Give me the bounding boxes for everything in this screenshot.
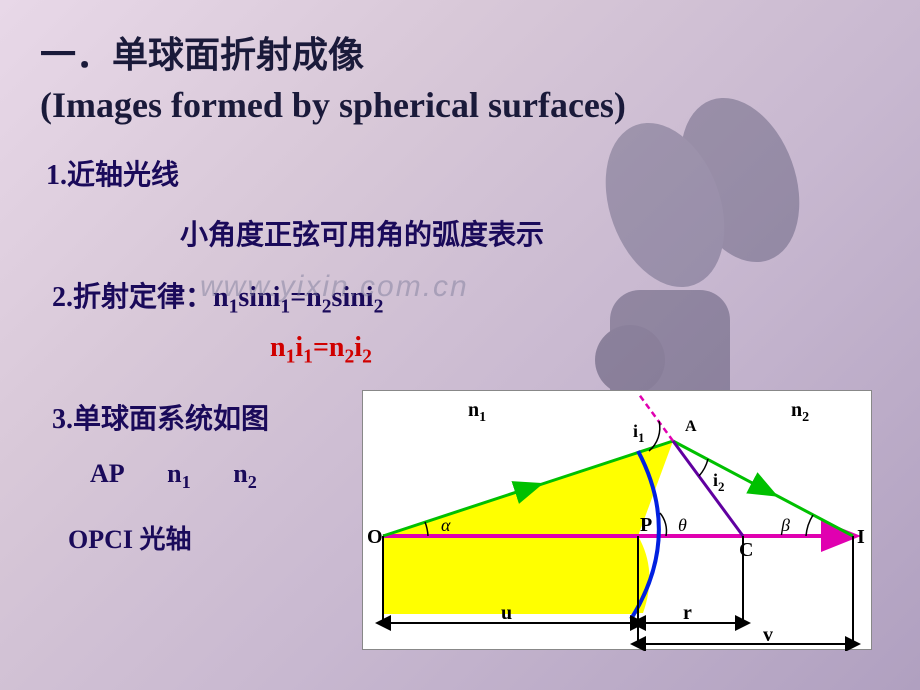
label-alpha: α [441,515,451,535]
angle-i2 [699,459,708,476]
label-v: v [763,624,773,646]
section-1: 1.近轴光线 [46,153,880,193]
label-C: C [739,539,753,561]
ap-label: AP [90,459,125,488]
label-n1: n1 [468,399,486,425]
label-A: A [685,418,697,435]
title-line-2: (Images formed by spherical surfaces) [40,80,880,130]
label-n2: n2 [791,399,809,425]
n1-label: n1 [167,459,191,488]
red-equation: n1i1=n2i2 [270,332,880,369]
law-prefix: 2.折射定律： [52,282,213,313]
label-r: r [683,602,692,624]
label-beta: β [780,515,790,535]
n2-label: n2 [233,459,257,488]
watermark-text: www.yixin.com.cn [200,270,469,304]
label-i1: i1 [633,421,645,445]
label-P: P [640,514,652,536]
angle-beta [806,515,813,536]
refraction-diagram: n1 n2 i1 i2 A O P C I α θ β u r v [362,390,872,650]
label-I: I [857,526,865,548]
angle-theta [660,513,666,536]
title-line-1: 一．单球面折射成像 [40,30,880,80]
label-i2: i2 [713,470,725,494]
section-1-note: 小角度正弦可用角的弧度表示 [180,213,880,253]
label-u: u [501,602,512,624]
label-theta: θ [678,515,687,535]
label-O: O [367,526,383,548]
